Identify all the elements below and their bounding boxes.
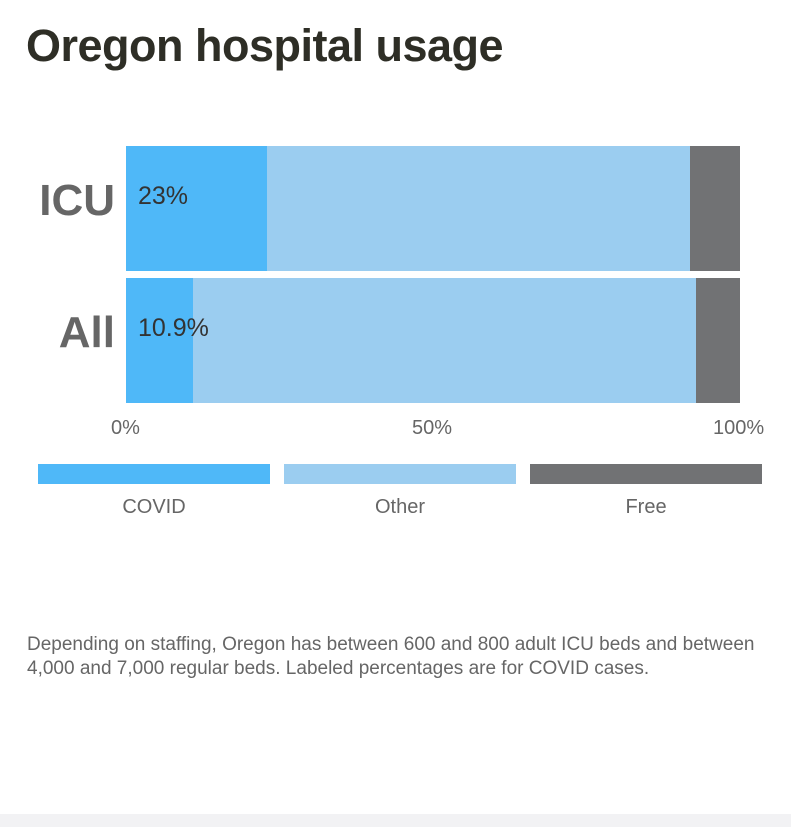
data-label-icu: 23% [138, 182, 189, 210]
x-tick-0: 0% [111, 417, 140, 439]
bar-segment-other [192, 278, 697, 403]
footnote: Depending on staffing, Oregon has betwee… [27, 634, 755, 679]
legend-label-other: Other [374, 496, 426, 518]
x-tick-100: 100% [713, 417, 765, 439]
data-label-all: 10.9% [138, 314, 209, 342]
legend-swatch-covid [38, 464, 270, 484]
legend-swatch-free [530, 464, 762, 484]
bar-segment-covid [126, 278, 194, 403]
footer-strip [0, 814, 791, 827]
bar-segment-other [267, 146, 691, 271]
row-label-icu: ICU [39, 176, 115, 225]
legend-label-covid: COVID [122, 496, 186, 518]
bar-segment-covid [126, 146, 268, 271]
bar-segment-free [690, 146, 740, 271]
legend-label-free: Free [625, 496, 667, 518]
bar-icu [126, 146, 740, 271]
row-label-all: All [58, 308, 115, 357]
x-tick-50: 50% [412, 417, 453, 439]
chart-title: Oregon hospital usage [26, 20, 504, 71]
legend-swatch-other [284, 464, 516, 484]
bar-all [126, 278, 740, 403]
bar-segment-free [695, 278, 740, 403]
